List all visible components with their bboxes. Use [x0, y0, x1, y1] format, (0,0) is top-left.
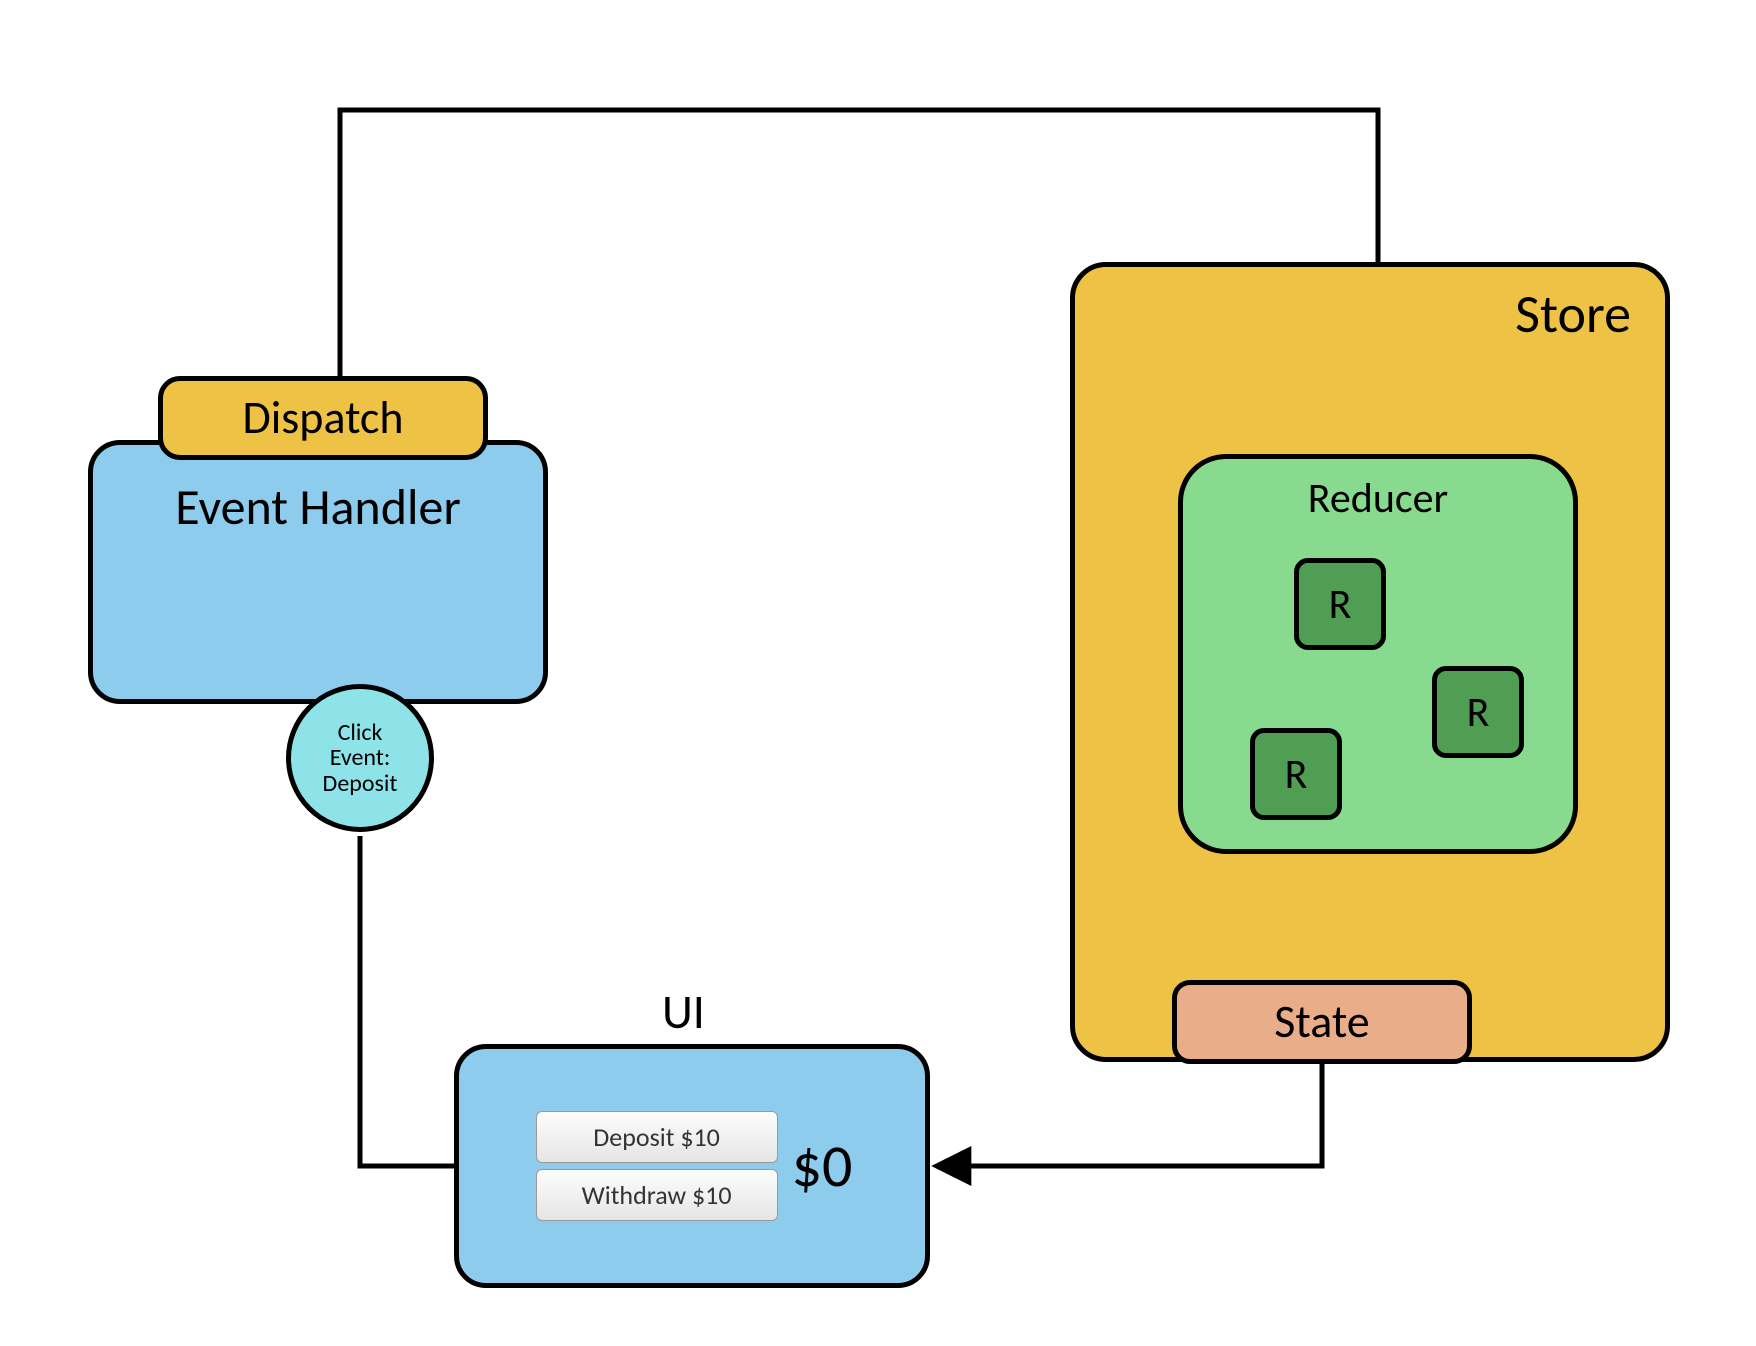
reducer-cell: R — [1250, 728, 1342, 820]
store-label: Store — [1515, 281, 1631, 347]
reducer-cell-label: R — [1329, 579, 1352, 630]
deposit-button-label: Deposit $10 — [593, 1121, 720, 1153]
ui-node: Deposit $10 Withdraw $10 $0 — [454, 1044, 930, 1288]
reducer-cell-label: R — [1285, 749, 1308, 800]
state-label: State — [1274, 994, 1369, 1050]
reducer-node: Reducer — [1178, 454, 1578, 854]
balance-value: $0 — [792, 1130, 853, 1203]
reducer-cell: R — [1294, 558, 1386, 650]
reducer-cell: R — [1432, 666, 1524, 758]
edge-state-to-ui — [938, 1064, 1322, 1166]
event-handler-node: Event Handler — [88, 440, 548, 704]
click-event-node: Click Event: Deposit — [286, 684, 434, 832]
withdraw-button[interactable]: Withdraw $10 — [536, 1169, 778, 1221]
diagram-stage: Event Handler Dispatch Click Event: Depo… — [0, 0, 1756, 1346]
state-node: State — [1172, 980, 1472, 1064]
reducer-label: Reducer — [1183, 473, 1573, 524]
ui-title: UI — [662, 982, 705, 1041]
reducer-cell-label: R — [1467, 687, 1490, 738]
withdraw-button-label: Withdraw $10 — [582, 1179, 732, 1211]
deposit-button[interactable]: Deposit $10 — [536, 1111, 778, 1163]
dispatch-node: Dispatch — [158, 376, 488, 460]
click-event-label: Click Event: Deposit — [323, 720, 398, 796]
dispatch-label: Dispatch — [242, 390, 403, 446]
edge-ui-to-click-event — [360, 836, 454, 1166]
